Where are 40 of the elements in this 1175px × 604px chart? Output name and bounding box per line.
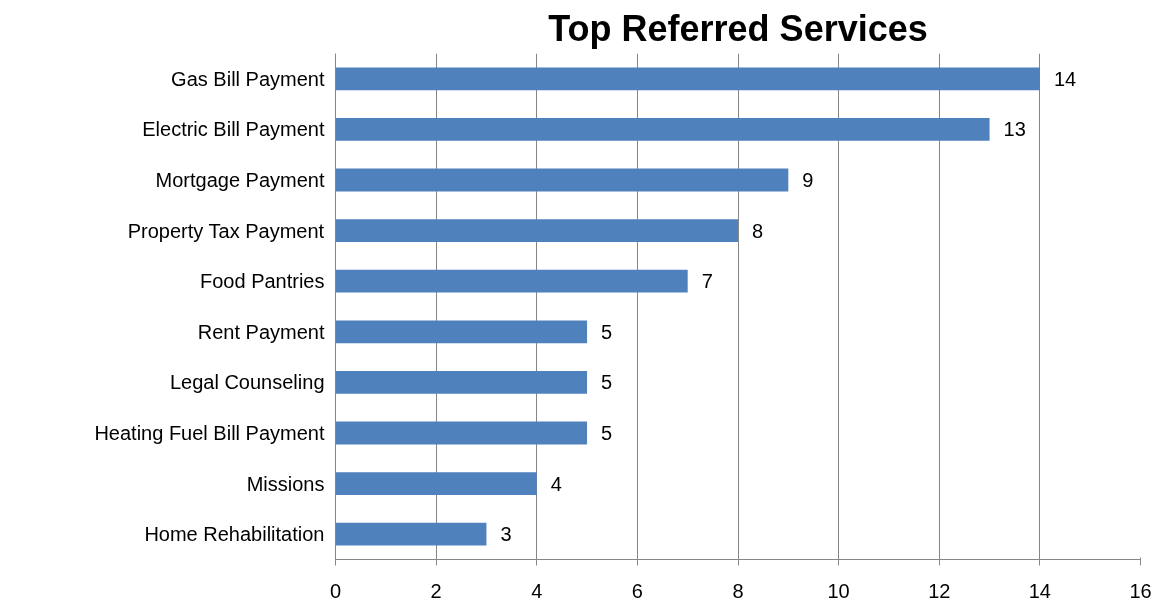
y-tick-label: Heating Fuel Bill Payment	[94, 422, 325, 444]
x-tick-label: 16	[1129, 579, 1152, 602]
x-tick-label: 0	[329, 579, 342, 602]
x-tick-label: 12	[928, 579, 951, 602]
bar	[335, 168, 789, 192]
bar	[335, 371, 588, 394]
bar	[335, 421, 588, 445]
x-tick-label: 2	[430, 579, 442, 602]
y-tick-label: Mortgage Payment	[155, 169, 325, 191]
bar	[335, 67, 1040, 91]
data-label: 7	[701, 270, 713, 293]
data-label: 5	[601, 422, 613, 444]
x-tick-label: 4	[531, 579, 543, 602]
y-tick-label: Food Pantries	[199, 270, 325, 293]
bar	[335, 472, 537, 495]
x-tick-label: 10	[827, 579, 850, 602]
data-label: 3	[500, 523, 512, 546]
data-label: 13	[1003, 118, 1026, 141]
y-tick-label: Legal Counseling	[169, 371, 325, 394]
chart-title: Top Referred Services	[548, 7, 928, 49]
bar	[335, 320, 588, 344]
data-label: 14	[1053, 67, 1077, 90]
data-label: 8	[752, 219, 764, 242]
y-tick-label: Gas Bill Payment	[171, 67, 325, 90]
x-tick-label: 8	[732, 579, 744, 602]
bar	[335, 118, 990, 141]
y-tick-label: Rent Payment	[197, 320, 325, 343]
bar	[335, 522, 487, 546]
data-label: 4	[550, 472, 562, 495]
y-tick-label: Electric Bill Payment	[142, 118, 325, 141]
y-tick-label: Home Rehabilitation	[144, 523, 325, 546]
data-label: 5	[601, 371, 613, 394]
y-tick-label: Property Tax Payment	[127, 219, 325, 242]
y-tick-label: Missions	[246, 472, 325, 495]
bar	[335, 219, 738, 242]
x-tick-label: 14	[1028, 579, 1051, 602]
data-label: 9	[802, 169, 814, 191]
data-label: 5	[601, 320, 613, 343]
bar	[335, 269, 688, 293]
x-tick-label: 6	[631, 579, 643, 602]
